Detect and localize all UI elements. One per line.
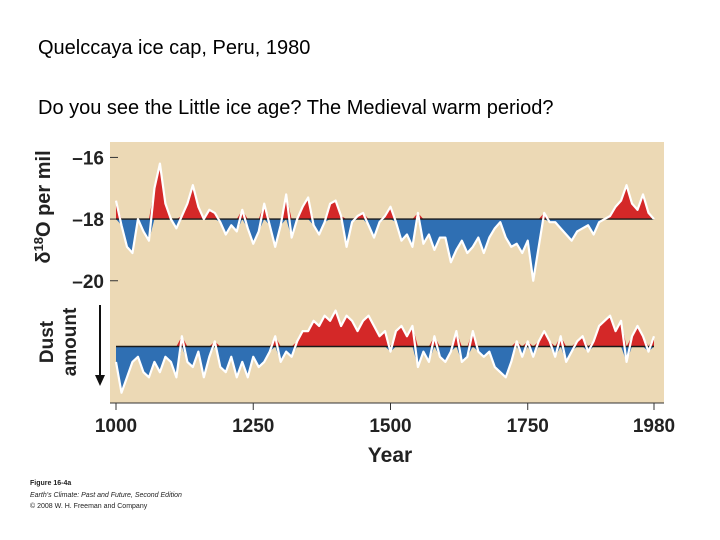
y-tick-label: –16 [72, 148, 104, 169]
y-tick-label: –18 [72, 210, 104, 231]
book-title: Earth's Climate: Past and Future, Second… [30, 492, 182, 499]
d18o-series [114, 162, 655, 282]
dust-axis: Dust amount [37, 305, 105, 386]
slide-question: Do you see the Little ice age? The Medie… [38, 97, 554, 119]
series-line [114, 309, 656, 394]
dust-direction-arrow-head [95, 375, 105, 386]
x-tick-label: 1500 [369, 416, 411, 437]
d18o-axis-title: δ18O per mil [31, 150, 55, 263]
series-line [114, 162, 655, 282]
slide-heading: Quelccaya ice cap, Peru, 1980 [38, 37, 311, 59]
y-tick-label: –20 [72, 272, 104, 293]
x-tick-label: 1250 [232, 416, 274, 437]
below-baseline-fill [116, 346, 654, 393]
x-axis-title: Year [368, 444, 412, 467]
dust-series [114, 309, 656, 394]
x-axis: 1000 1250 1500 1750 1980 Year [95, 402, 675, 467]
x-tick-label: 1000 [95, 416, 137, 437]
dust-axis-title: Dust amount [37, 307, 81, 376]
x-ticks: 1000 1250 1500 1750 1980 [95, 403, 675, 437]
above-baseline-fill [116, 310, 654, 347]
x-tick-label: 1980 [633, 416, 675, 437]
d18o-axis: –16 –18 –20 δ18O per mil [31, 148, 118, 293]
figure-number: Figure 16-4a [30, 480, 72, 487]
copyright: © 2008 W. H. Freeman and Company [30, 503, 148, 510]
x-tick-label: 1750 [507, 416, 549, 437]
d18o-ticks: –16 –18 –20 [72, 148, 118, 293]
